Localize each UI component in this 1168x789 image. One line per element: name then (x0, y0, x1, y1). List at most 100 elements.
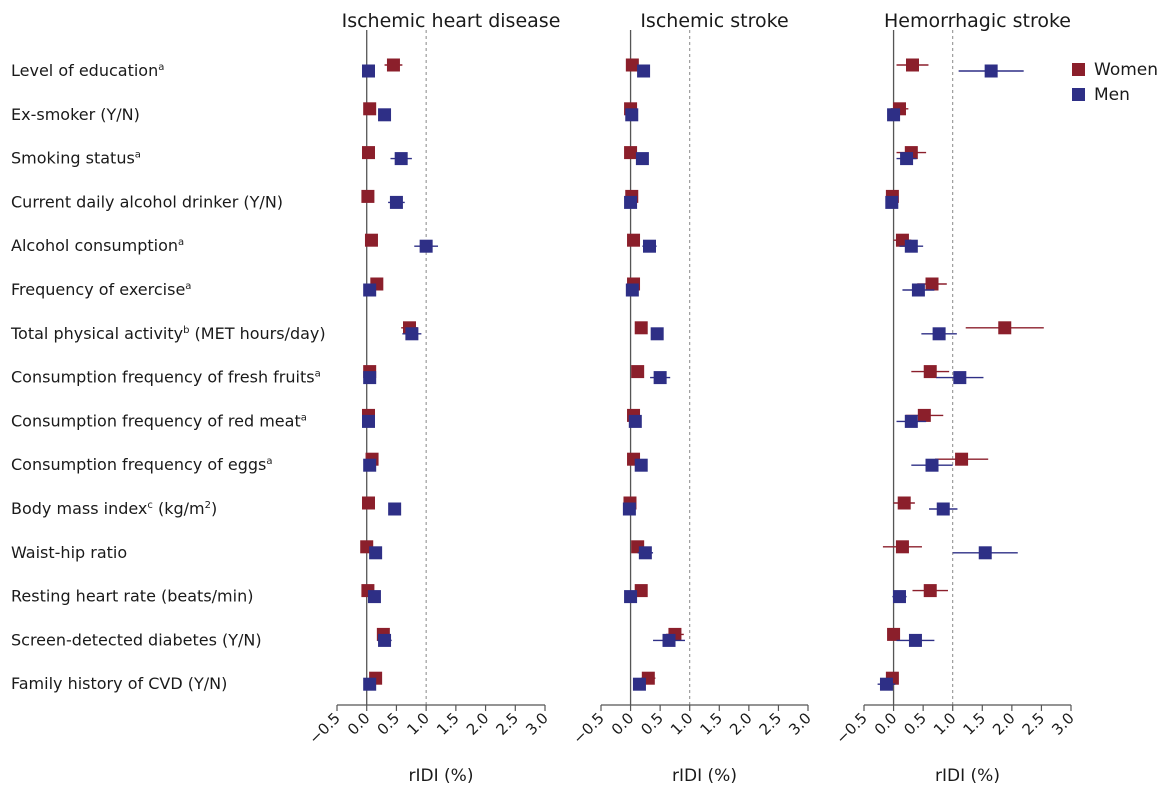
row-label-text: Waist-hip ratio (11, 543, 127, 562)
men-point-marker (635, 152, 649, 166)
men-point-marker (638, 546, 652, 560)
women-point-marker (627, 233, 641, 247)
men-point-marker (936, 502, 950, 516)
men-point-marker (389, 195, 403, 209)
row-label: Consumption frequency of fresh fruitsa (11, 368, 321, 387)
row-label: Consumption frequency of red meata (11, 411, 307, 430)
men-point-marker (637, 64, 651, 78)
men-point-marker (628, 414, 642, 428)
x-tick-label: 1.0 (403, 709, 433, 739)
x-axis-title: rIDI (%) (409, 766, 474, 785)
row-label-superscript: 2 (205, 500, 211, 511)
men-point-marker (984, 64, 998, 78)
women-point-marker (998, 321, 1012, 335)
row-label: Current daily alcohol drinker (Y/N) (11, 192, 283, 211)
women-point-marker (887, 627, 901, 641)
row-label-text: Family history of CVD (Y/N) (11, 674, 227, 693)
x-tick-label: 1.0 (667, 709, 697, 739)
x-tick-label: 3.0 (522, 709, 552, 739)
row-label-text: Smoking status (11, 149, 135, 168)
men-point-marker (653, 371, 667, 385)
row-label: Smoking statusa (11, 149, 141, 168)
x-tick-label: 2.5 (756, 709, 786, 739)
row-label-text: Alcohol consumption (11, 236, 178, 255)
men-point-marker (363, 371, 377, 385)
men-point-marker (978, 546, 992, 560)
panel-title: Ischemic stroke (640, 10, 788, 32)
women-point-marker (361, 496, 375, 510)
row-label: Screen-detected diabetes (Y/N) (11, 630, 262, 649)
row-label-text: Frequency of exercise (11, 280, 185, 299)
women-point-marker (625, 58, 639, 72)
men-point-marker (363, 458, 377, 472)
x-tick-label: 1.0 (930, 709, 960, 739)
row-label-superscript: a (315, 369, 321, 380)
x-tick-label: 2.5 (1019, 709, 1049, 739)
x-tick-label: 1.5 (960, 709, 990, 739)
men-point-marker (887, 108, 901, 122)
men-point-marker (900, 152, 914, 166)
women-point-marker (634, 584, 648, 598)
legend-swatch-men (1072, 88, 1085, 101)
row-label-text: Level of education (11, 61, 158, 80)
row-label-superscript: a (178, 237, 184, 248)
x-tick-label: −0.5 (305, 709, 343, 747)
x-tick-label: 0.5 (374, 709, 404, 739)
row-label: Waist-hip ratio (11, 543, 127, 562)
women-point-marker (895, 540, 909, 554)
men-point-marker (624, 195, 638, 209)
row-label: Consumption frequency of eggsa (11, 455, 273, 474)
row-label: Body mass indexc (kg/m2) (11, 499, 217, 518)
men-point-marker (879, 677, 893, 691)
men-point-marker (363, 283, 377, 297)
row-label-text: Consumption frequency of fresh fruits (11, 368, 315, 387)
men-point-marker (388, 502, 402, 516)
row-label-superscript: a (158, 62, 164, 73)
men-point-marker (634, 458, 648, 472)
x-tick-label: −0.5 (569, 709, 607, 747)
women-point-marker (905, 58, 919, 72)
women-point-marker (955, 452, 969, 466)
x-tick-label: 2.0 (463, 709, 493, 739)
x-tick-label: 0.5 (900, 709, 930, 739)
women-point-marker (634, 321, 648, 335)
men-point-marker (625, 283, 639, 297)
row-label: Frequency of exercisea (11, 280, 191, 299)
row-label-text: Consumption frequency of red meat (11, 411, 301, 430)
row-label: Level of educationa (11, 61, 164, 80)
x-tick-label: 2.0 (726, 709, 756, 739)
women-point-marker (364, 233, 378, 247)
men-point-marker (932, 327, 946, 341)
x-tick-label: 2.0 (989, 709, 1019, 739)
row-label: Resting heart rate (beats/min) (11, 587, 253, 606)
men-point-marker (632, 677, 646, 691)
panel-2: Ischemic stroke −0.5 0.0 0.5 1.0 1.5 2.0 2.5 3.0… (569, 10, 815, 786)
legend-label-men: Men (1094, 85, 1130, 105)
men-point-marker (625, 108, 639, 122)
women-point-marker (386, 58, 400, 72)
men-point-marker (394, 152, 408, 166)
x-tick-label: 0.0 (871, 709, 901, 739)
men-point-marker (367, 590, 381, 604)
x-tick-label: 3.0 (785, 709, 815, 739)
legend: Women Men (1072, 60, 1158, 105)
women-point-marker (361, 146, 375, 160)
row-label: Family history of CVD (Y/N) (11, 674, 227, 693)
men-point-marker (953, 371, 967, 385)
women-point-marker (624, 146, 638, 160)
men-point-marker (378, 108, 392, 122)
men-point-marker (363, 677, 377, 691)
men-point-marker (885, 195, 899, 209)
row-label-superscript: a (266, 456, 272, 467)
panel-1: Ischemic heart disease−0.5 0.0 0.5 1.0 1.5 2.… (305, 10, 560, 786)
men-point-marker (378, 633, 392, 647)
x-tick-label: 0.5 (637, 709, 667, 739)
row-label-suffix: (kg/m (153, 499, 205, 518)
x-tick-label: −0.5 (832, 709, 870, 747)
row-label: Alcohol consumptiona (11, 236, 184, 255)
row-label-text: Current daily alcohol drinker (Y/N) (11, 192, 283, 211)
row-label-text: Total physical activity (10, 324, 183, 343)
